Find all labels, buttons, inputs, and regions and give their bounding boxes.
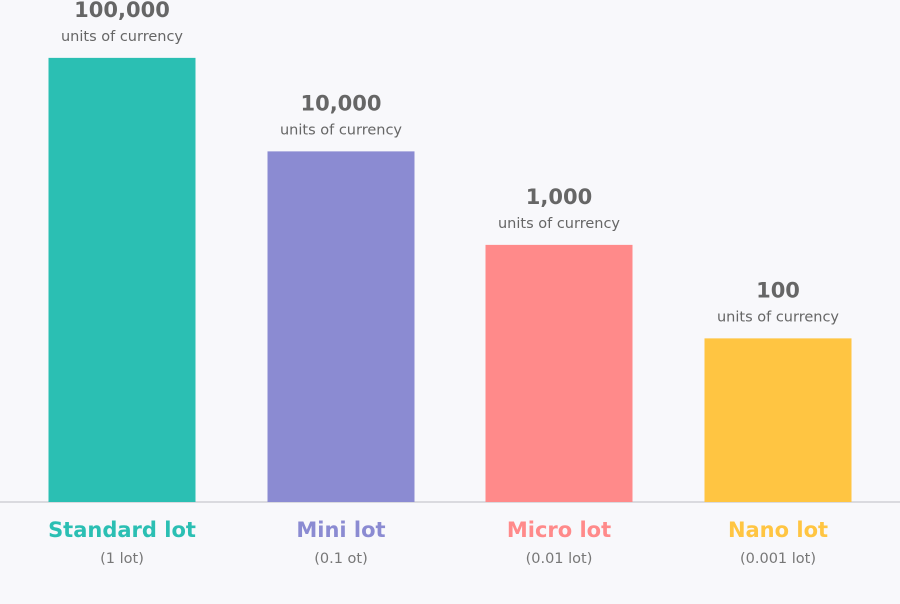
bar-nano-lot bbox=[704, 338, 852, 502]
category-label-mini-lot: Mini lot bbox=[296, 518, 385, 542]
unit-label-standard-lot: units of currency bbox=[61, 29, 183, 45]
category-label-standard-lot: Standard lot bbox=[48, 518, 196, 542]
bar-micro-lot bbox=[485, 244, 633, 502]
unit-label-micro-lot: units of currency bbox=[498, 216, 620, 232]
bar-mini-lot bbox=[267, 151, 415, 502]
category-sublabel-mini-lot: (0.1 ot) bbox=[314, 551, 368, 567]
bars-group: 100,000 units of currency Standard lot (1 l… bbox=[48, 0, 852, 567]
unit-label-mini-lot: units of currency bbox=[280, 122, 402, 138]
unit-label-nano-lot: units of currency bbox=[717, 309, 839, 325]
category-sublabel-standard-lot: (1 lot) bbox=[100, 551, 144, 567]
value-label-mini-lot: 10,000 bbox=[300, 91, 381, 115]
category-sublabel-nano-lot: (0.001 lot) bbox=[740, 551, 816, 567]
value-label-nano-lot: 100 bbox=[756, 278, 800, 302]
category-label-nano-lot: Nano lot bbox=[728, 518, 828, 542]
value-label-standard-lot: 100,000 bbox=[74, 0, 170, 22]
bar-standard-lot bbox=[48, 57, 196, 502]
category-sublabel-micro-lot: (0.01 lot) bbox=[526, 551, 593, 567]
category-label-micro-lot: Micro lot bbox=[507, 518, 611, 542]
value-label-micro-lot: 1,000 bbox=[526, 185, 592, 209]
